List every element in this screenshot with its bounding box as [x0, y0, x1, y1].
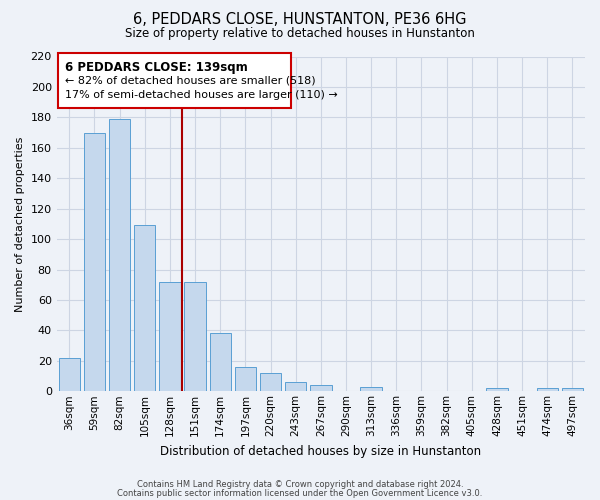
Text: 17% of semi-detached houses are larger (110) →: 17% of semi-detached houses are larger (… [65, 90, 338, 100]
Bar [59, 358, 80, 392]
FancyBboxPatch shape [58, 54, 290, 108]
Bar [310, 385, 332, 392]
Bar [562, 388, 583, 392]
Text: ← 82% of detached houses are smaller (518): ← 82% of detached houses are smaller (51… [65, 76, 316, 86]
Bar [109, 119, 130, 392]
Text: Size of property relative to detached houses in Hunstanton: Size of property relative to detached ho… [125, 28, 475, 40]
Bar [209, 334, 231, 392]
Bar [184, 282, 206, 392]
Bar [159, 282, 181, 392]
X-axis label: Distribution of detached houses by size in Hunstanton: Distribution of detached houses by size … [160, 444, 481, 458]
Bar [536, 388, 558, 392]
Text: Contains HM Land Registry data © Crown copyright and database right 2024.: Contains HM Land Registry data © Crown c… [137, 480, 463, 489]
Bar [260, 373, 281, 392]
Y-axis label: Number of detached properties: Number of detached properties [15, 136, 25, 312]
Text: Contains public sector information licensed under the Open Government Licence v3: Contains public sector information licen… [118, 488, 482, 498]
Bar [486, 388, 508, 392]
Text: 6 PEDDARS CLOSE: 139sqm: 6 PEDDARS CLOSE: 139sqm [65, 60, 248, 74]
Bar [361, 386, 382, 392]
Bar [84, 132, 105, 392]
Bar [285, 382, 307, 392]
Bar [235, 367, 256, 392]
Bar [134, 226, 155, 392]
Text: 6, PEDDARS CLOSE, HUNSTANTON, PE36 6HG: 6, PEDDARS CLOSE, HUNSTANTON, PE36 6HG [133, 12, 467, 28]
